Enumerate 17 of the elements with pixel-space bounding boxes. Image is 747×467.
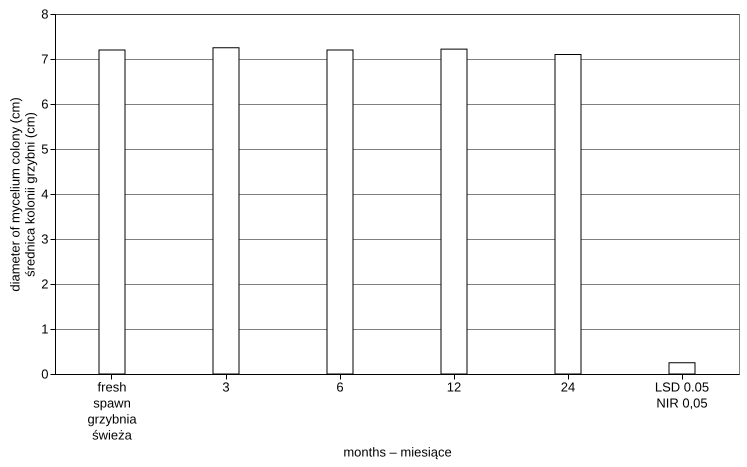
y-tick-label: 0 <box>41 366 48 382</box>
y-tick-label: 8 <box>41 6 48 22</box>
x-tick-label: 3 <box>222 380 230 394</box>
y-tick-label: 1 <box>41 322 48 336</box>
x-tick-label: 12 <box>446 380 462 394</box>
y-tick-label: 4 <box>41 186 48 202</box>
x-tick-label: LSD 0.05 NIR 0,05 <box>654 380 710 410</box>
x-tick-label: fresh spawn grzybnia świeża <box>87 380 138 442</box>
y-tick-label: 5 <box>41 142 48 156</box>
y-tick-label: 2 <box>41 276 48 292</box>
y-tick-label: 6 <box>41 96 48 112</box>
y-axis-title: diameter of mycelium colony (cm) średnica kolonii grzybni (cm) <box>7 97 38 292</box>
x-tick-label: 6 <box>336 380 344 394</box>
x-tick-label: 24 <box>560 380 576 394</box>
y-tick-label: 3 <box>41 232 48 246</box>
x-axis-title: months – miesiące <box>343 444 452 460</box>
y-tick-label: 7 <box>41 52 48 66</box>
